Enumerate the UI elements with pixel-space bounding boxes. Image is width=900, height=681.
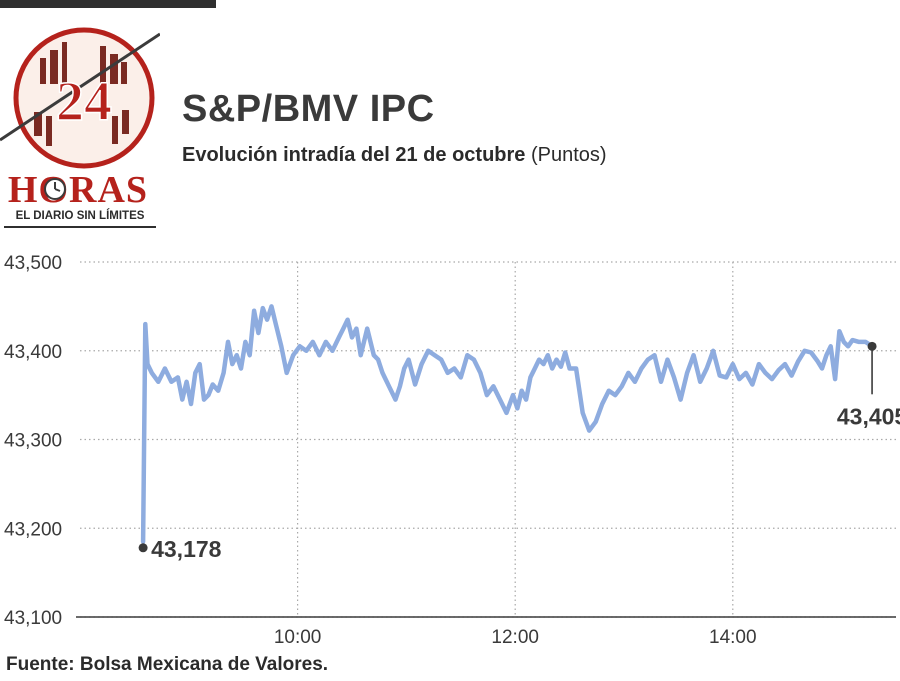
y-tick-label: 43,300 [4, 431, 62, 452]
skyline-icon [34, 42, 129, 146]
subtitle-main: Evolución intradía del 21 de octubre [182, 144, 526, 166]
annotation-label: 43,405 [837, 403, 900, 429]
header-rule [0, 0, 216, 8]
logo-tagline: EL DIARIO SIN LÍMITES [16, 209, 145, 222]
chart-title: S&P/BMV IPC [182, 88, 435, 130]
y-tick-label: 43,400 [4, 342, 62, 363]
subtitle-unit: (Puntos) [530, 144, 607, 166]
x-tick-label: 14:00 [709, 627, 757, 648]
y-tick-label: 43,200 [4, 519, 62, 540]
x-tick-label: 10:00 [274, 627, 322, 648]
logo-underline [4, 226, 156, 228]
y-tick-label: 43,100 [4, 608, 62, 629]
line-chart: 43,100 43,200 43,300 43,400 43,500 10:00 12:00… [4, 253, 900, 648]
y-tick-label: 43,500 [4, 253, 62, 274]
annotation-label: 43,178 [151, 536, 222, 562]
chart-subtitle: Evolución intradía del 21 de octubre (Pu… [182, 144, 607, 167]
horas-logo: 24 HORAS EL DIARIO SIN LÍMITES [0, 27, 160, 222]
logo-number: 24 [56, 71, 112, 133]
logo-word: HORAS [8, 169, 148, 211]
series-line [140, 304, 875, 544]
source-note: Fuente: Bolsa Mexicana de Valores. [6, 654, 329, 675]
x-tick-label: 12:00 [491, 627, 539, 648]
annotation-dot [138, 543, 148, 553]
